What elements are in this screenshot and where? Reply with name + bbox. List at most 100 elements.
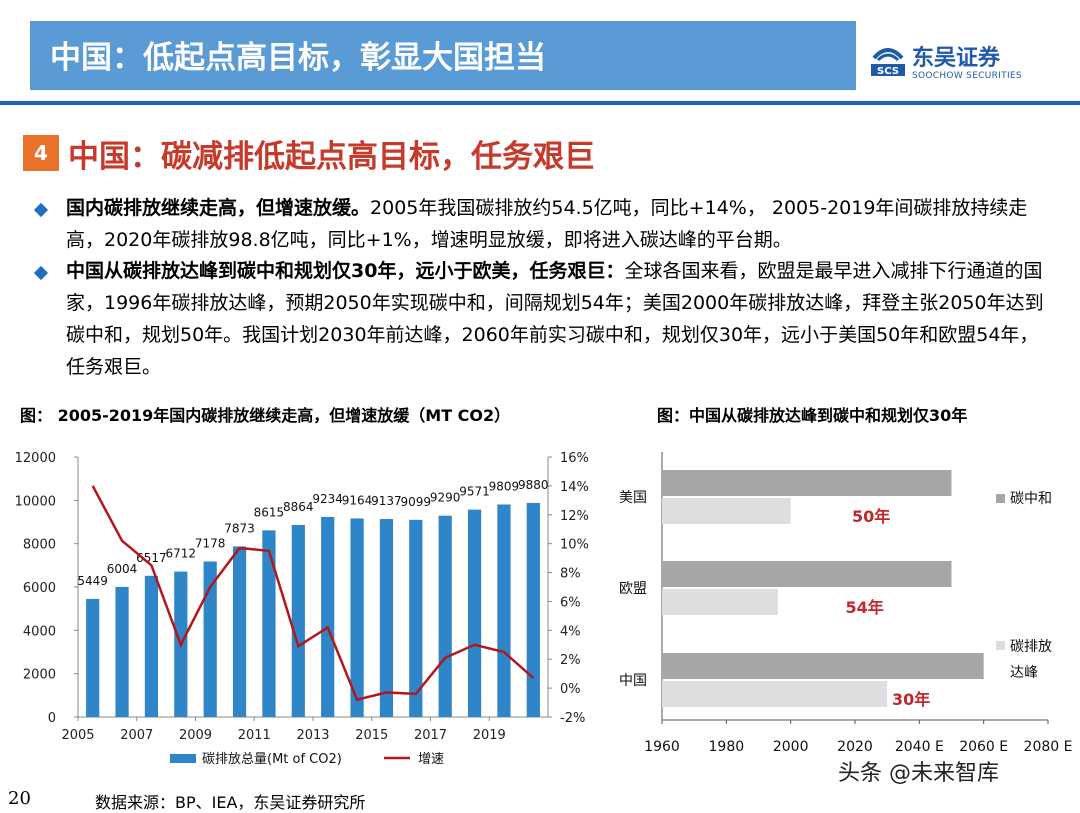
left-figure-title: 图： 2005-2019年国内碳排放继续走高，但增速放缓（MT CO2） (20, 406, 511, 425)
company-logo: SCS 东吴证券 SOOCHOW SECURITIES (870, 44, 1040, 84)
emission-bar (526, 502, 540, 717)
x-tick-label: 2000 (773, 739, 809, 755)
peak-bar (662, 589, 778, 615)
bar-data-label: 8615 (254, 505, 285, 519)
bar-data-label: 6712 (166, 547, 197, 561)
right-y-tick-label: 0% (560, 682, 581, 697)
scs-logo-icon: SCS (871, 48, 905, 77)
emission-bar (232, 546, 247, 717)
left-y-tick-label: 2000 (23, 668, 56, 683)
legend-swatch-peak (996, 641, 1005, 650)
bar-data-label: 9809 (489, 479, 520, 493)
category-label: 中国 (619, 673, 647, 689)
emission-bar (350, 518, 364, 717)
section-number-badge: 4 (23, 135, 59, 171)
page-number: 20 (8, 788, 31, 809)
growth-rate-line (91, 485, 535, 702)
left-y-tick-label: 4000 (23, 624, 56, 639)
right-y-tick-label: 2% (560, 653, 581, 668)
emission-bar (144, 575, 159, 717)
x-tick-label: 2040 E (895, 739, 944, 755)
category-label: 欧盟 (619, 581, 647, 597)
section-title: 中国：碳减排低起点高目标，任务艰巨 (68, 139, 595, 175)
bullet-paragraph-1: 国内碳排放继续走高，但增速放缓。2005年我国碳排放约54.5亿吨，同比+14%… (66, 192, 1056, 256)
category-label: 美国 (619, 490, 647, 506)
left-y-tick-label: 10000 (15, 494, 56, 509)
header-divider (0, 101, 1080, 105)
legend-label-line: 增速 (418, 752, 444, 767)
bar-data-label: 9164 (342, 493, 373, 507)
peak-to-neutral-chart: 1960 1980 2000 2020 2040 E 2060 E 2080 E 美国 50年欧… (619, 452, 1073, 755)
bar-data-label: 9234 (312, 492, 343, 506)
emissions-combo-chart: 0 2000 4000 6000 8000 10000 12000 -2% 0% 2% 4% 6% 8%… (15, 451, 589, 767)
bar-data-label: 9880 (518, 478, 549, 492)
x-tick-label: 2080 E (1024, 739, 1073, 755)
gap-years-label: 50年 (852, 507, 890, 526)
x-tick-label: 2007 (120, 728, 153, 743)
bullet-diamond-icon (33, 265, 49, 281)
neutrality-bar (662, 653, 984, 679)
x-tick-label: 2013 (296, 728, 329, 743)
right-y-tick-label: 6% (560, 595, 581, 610)
legend-swatch-bar (170, 754, 196, 763)
bar-data-label: 9290 (430, 491, 461, 505)
bullet-1-text: 2005年我国碳排放约54.5亿吨，同比+14%， 2005-2019年间碳排放… (66, 197, 1028, 251)
page-title: 中国：低起点高目标，彰显大国担当 (50, 40, 546, 76)
bullet-2-lead: 中国从碳排放达峰到碳中和规划仅30年，远小于欧美，任务艰巨： (66, 260, 625, 282)
x-tick-label: 2011 (238, 728, 271, 743)
bar-data-label: 5449 (77, 574, 108, 588)
emission-bar (438, 515, 452, 717)
emission-bar (321, 516, 335, 717)
right-y-tick-label: -2% (560, 711, 585, 726)
x-tick-label: 1980 (709, 739, 745, 755)
right-y-tick-label: 16% (560, 451, 589, 466)
x-tick-label: 2019 (473, 728, 506, 743)
right-y-tick-label: 10% (560, 538, 589, 553)
legend-label-peak-line2: 达峰 (1010, 665, 1038, 681)
emission-bar (262, 530, 276, 717)
bar-data-label: 6517 (136, 551, 167, 565)
bullet-paragraph-2: 中国从碳排放达峰到碳中和规划仅30年，远小于欧美，任务艰巨：全球各国来看，欧盟是… (66, 255, 1056, 383)
footer-bar (0, 789, 1080, 810)
x-tick-label: 2017 (414, 728, 447, 743)
right-y-tick-label: 8% (560, 567, 581, 582)
x-tick-label: 2009 (179, 728, 212, 743)
bar-data-label: 7873 (224, 521, 255, 535)
left-y-tick-label: 6000 (23, 581, 56, 596)
x-tick-label: 2020 (837, 739, 873, 755)
x-tick-label: 2015 (355, 728, 388, 743)
left-y-tick-label: 12000 (15, 451, 56, 466)
right-y-tick-label: 12% (560, 509, 589, 524)
legend-label-peak-line1: 碳排放 (1010, 639, 1052, 655)
legend-swatch-neutral (996, 494, 1005, 503)
svg-text:SCS: SCS (877, 66, 899, 77)
logo-text-cn: 东吴证券 (912, 46, 1001, 71)
right-figure-title: 图：中国从碳排放达峰到碳中和规划仅30年 (657, 406, 968, 425)
emission-bar (203, 561, 217, 717)
emission-bar (379, 519, 394, 717)
gap-years-label: 54年 (846, 598, 884, 617)
x-tick-label: 2005 (61, 728, 94, 743)
emission-bar (291, 524, 305, 717)
watermark: 头条 @未来智库 (838, 761, 999, 786)
peak-bar (662, 498, 791, 524)
left-y-tick-label: 0 (48, 711, 56, 726)
left-y-tick-label: 8000 (23, 538, 56, 553)
emission-bar (115, 586, 129, 717)
neutrality-bar (662, 561, 952, 587)
bar-data-label: 9099 (401, 495, 432, 509)
bar-data-label: 9137 (371, 494, 402, 508)
x-tick-label: 2060 E (959, 739, 1008, 755)
bar-data-label: 9571 (459, 485, 490, 499)
emission-bar (86, 598, 100, 717)
header-banner (30, 21, 856, 90)
right-y-tick-label: 4% (560, 624, 581, 639)
legend-label-neutral: 碳中和 (1010, 491, 1052, 507)
peak-bar (662, 681, 888, 707)
x-tick-label: 1960 (644, 739, 680, 755)
emission-bar (497, 504, 511, 717)
bullet-1-lead: 国内碳排放继续走高，但增速放缓。 (66, 197, 371, 219)
bullet-diamond-icon (33, 202, 49, 218)
emission-bar (467, 509, 482, 717)
data-source: 数据来源：BP、IEA，东吴证券研究所 (95, 793, 366, 812)
